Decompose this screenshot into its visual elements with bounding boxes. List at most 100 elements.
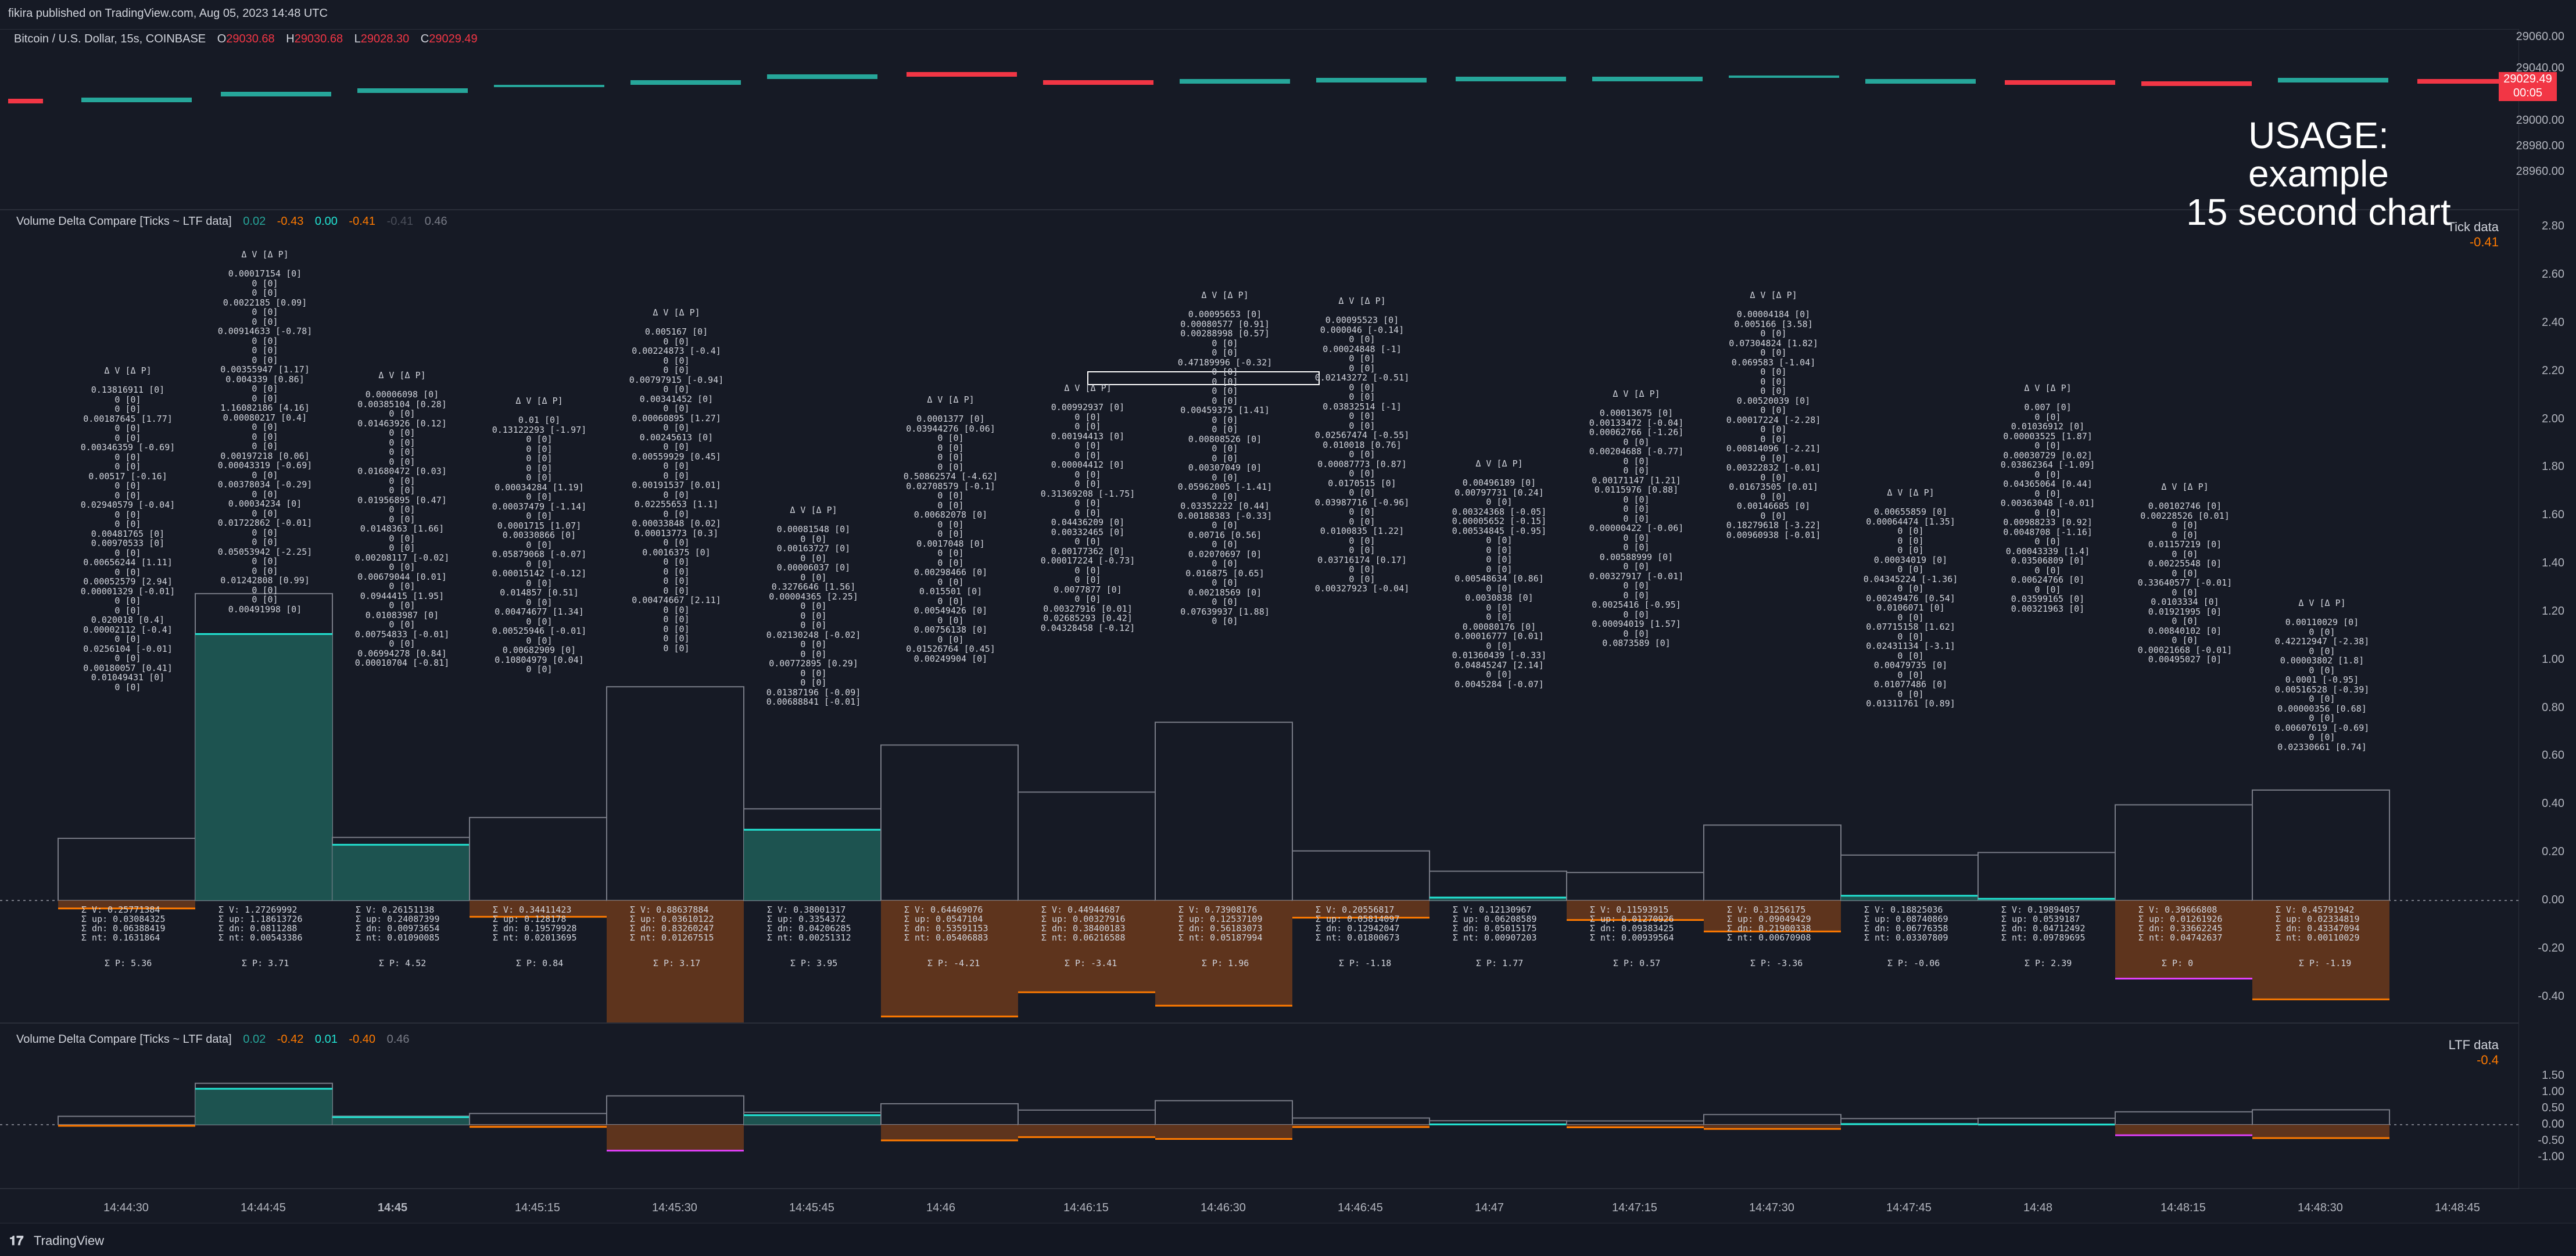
bar-sum-label: Σ V: 0.88637884 Σ up: 0.03610122 Σ dn: 0… <box>630 905 714 943</box>
ltf-delta-bar <box>1018 1125 1155 1137</box>
bar-sum-label: Σ V: 0.25771384 Σ up: 0.03084325 Σ dn: 0… <box>81 905 166 943</box>
highlight-box <box>1087 371 1320 385</box>
volume-outline <box>880 744 1019 901</box>
volume-outline <box>1292 850 1430 901</box>
indicator-legend-tick[interactable]: Volume Delta Compare [Ticks ~ LTF data] … <box>16 215 447 228</box>
indicator-pane-tick[interactable]: Volume Delta Compare [Ticks ~ LTF data] … <box>0 209 2519 1024</box>
bar-sum-label: Σ V: 0.38001317 Σ up: 0.3354372 Σ dn: 0.… <box>767 905 851 943</box>
delta-bar <box>2115 900 2252 979</box>
axis-tick: 1.20 <box>2542 604 2564 618</box>
axis-tick: 1.40 <box>2542 557 2564 570</box>
delta-bar <box>332 845 470 900</box>
bar-sum-label: Σ V: 1.27269992 Σ up: 1.18613726 Σ dn: 0… <box>218 905 303 943</box>
candle <box>907 72 1017 77</box>
price-axis[interactable]: 29060.00 29040.00 29000.00 28980.00 2896… <box>2516 29 2576 209</box>
ltf-volume-delta-plot <box>0 1082 2519 1152</box>
indicator-pane-ltf[interactable]: Volume Delta Compare [Ticks ~ LTF data] … <box>0 1022 2519 1189</box>
symbol-name[interactable]: Bitcoin / U.S. Dollar, 15s, COINBASE <box>14 33 206 45</box>
tradingview-logo-icon: 𝟏𝟕 <box>9 1233 24 1248</box>
axis-tick: 2.40 <box>2542 315 2564 329</box>
time-tick: 14:44:30 <box>103 1201 149 1214</box>
delta-bar <box>2252 900 2389 1000</box>
bar-sum-label: Σ V: 0.44944687 Σ up: 0.00327916 Σ dn: 0… <box>1041 905 1126 943</box>
volume-outline <box>2115 804 2253 901</box>
delta-bar <box>195 634 332 900</box>
time-tick: 14:47:15 <box>1612 1201 1657 1214</box>
tick-info-block: Δ V [Δ P] 0.13816911 [0] 0 [0] 0 [0] 0.0… <box>80 365 175 692</box>
axis-tick: -0.20 <box>2538 941 2564 954</box>
ltf-volume-outline <box>880 1103 1019 1126</box>
bar-price-change: Σ P: -3.41 <box>1065 958 1117 968</box>
candlestick-series <box>8 72 2519 103</box>
tick-info-block: Δ V [Δ P] 0.005167 [0] 0 [0] 0.00224873 … <box>629 307 724 654</box>
axis-tick: 0.00 <box>2542 1118 2564 1131</box>
time-tick: 14:45 <box>378 1201 408 1214</box>
tick-info-block: Δ V [Δ P] 0.00102746 [0] 0.00228526 [0.0… <box>2137 482 2233 665</box>
price-pane[interactable]: Bitcoin / U.S. Dollar, 15s, COINBASE O29… <box>0 29 2519 210</box>
volume-outline <box>1566 871 1704 901</box>
tick-info-block: Δ V [Δ P] 0.007 [0] 0 [0] 0.01036912 [0]… <box>2000 383 2095 614</box>
tick-info-block: Δ V [Δ P] 0.00655859 [0] 0.00064474 [1.3… <box>1863 487 1958 709</box>
candle <box>1865 79 1976 84</box>
ltf-volume-outline <box>58 1115 196 1125</box>
candle <box>2417 79 2519 84</box>
time-axis[interactable]: 14:44:30 14:44:45 14:45 14:45:15 14:45:30 14:… <box>0 1188 2576 1223</box>
bar-sum-label: Σ V: 0.19894057 Σ up: 0.0539187 Σ dn: 0.… <box>2001 905 2086 943</box>
ltf-volume-outline <box>1017 1109 1156 1126</box>
volume-outline <box>2252 789 2390 901</box>
close-value: 29029.49 <box>429 33 478 45</box>
indicator-axis-tick[interactable]: 2.80 2.60 2.40 2.20 2.00 1.80 1.60 1.40 1.20 1.00… <box>2518 209 2576 1022</box>
ltf-delta-bar <box>881 1125 1018 1140</box>
candle <box>2141 81 2252 86</box>
price-tick: 28980.00 <box>2516 139 2564 152</box>
bar-price-change: Σ P: 3.17 <box>653 958 701 968</box>
ltf-delta-bar <box>1704 1125 1841 1129</box>
symbol-legend: Bitcoin / U.S. Dollar, 15s, COINBASE O29… <box>14 33 478 45</box>
time-tick: 14:48 <box>2023 1201 2053 1214</box>
bar-price-change: Σ P: -1.18 <box>1339 958 1392 968</box>
tick-info-block: Δ V [Δ P] 0.00992937 [0] 0 [0] 0 [0] 0.0… <box>1040 383 1135 633</box>
volume-outline <box>469 817 607 902</box>
tick-info-block: Δ V [Δ P] 0.00013675 [0] 0.00133472 [-0.… <box>1589 389 1684 648</box>
candle <box>494 85 604 87</box>
delta-bar <box>1018 900 1155 992</box>
delta-bar <box>607 900 744 1022</box>
bar-price-change: Σ P: 3.71 <box>242 958 289 968</box>
indicator-axis-ltf[interactable]: 1.50 1.00 0.50 0.00 -0.50 -1.00 <box>2518 1022 2576 1188</box>
time-tick: 14:46 <box>926 1201 956 1214</box>
tick-info-block: Δ V [Δ P] 0.00017154 [0] 0 [0] 0 [0] 0.0… <box>217 249 313 615</box>
delta-bar <box>1292 900 1429 918</box>
time-tick: 14:45:30 <box>652 1201 697 1214</box>
ltf-delta-bar <box>744 1115 881 1125</box>
axis-tick: 1.00 <box>2542 652 2564 666</box>
bar-sum-label: Σ V: 0.64469076 Σ up: 0.0547104 Σ dn: 0.… <box>904 905 988 943</box>
tick-info-block: Δ V [Δ P] 0.00081548 [0] 0 [0] 0.0016372… <box>766 505 861 707</box>
tick-info-block: Δ V [Δ P] 0.01 [0] 0.13122293 [-1.97] 0 … <box>492 396 587 674</box>
candle <box>221 92 331 96</box>
delta-bar <box>470 900 607 917</box>
indicator-legend-ltf[interactable]: Volume Delta Compare [Ticks ~ LTF data] … <box>16 1033 410 1046</box>
bar-price-change: Σ P: -0.06 <box>1887 958 1940 968</box>
time-tick: 14:45:45 <box>789 1201 834 1214</box>
delta-bar <box>1155 900 1292 1006</box>
bar-price-change: Σ P: -4.21 <box>927 958 980 968</box>
time-tick: 14:46:30 <box>1201 1201 1246 1214</box>
candle <box>1456 77 1566 81</box>
tick-info-block: Δ V [Δ P] 0.00496189 [0] 0.00797731 [0.2… <box>1452 458 1547 690</box>
candle <box>1180 79 1290 84</box>
ltf-volume-outline <box>606 1095 744 1125</box>
price-tick: 29040.00 <box>2516 62 2564 74</box>
axis-tick: 2.20 <box>2542 364 2564 377</box>
candle <box>2005 80 2115 85</box>
axis-tick: 2.60 <box>2542 268 2564 281</box>
candle <box>357 88 468 93</box>
bar-price-change: Σ P: 2.39 <box>2025 958 2072 968</box>
time-tick: 14:47:45 <box>1886 1201 1932 1214</box>
low-value: 29028.30 <box>360 33 410 45</box>
price-tick: 29000.00 <box>2516 114 2564 127</box>
delta-bar <box>1841 895 1978 900</box>
time-tick: 14:48:30 <box>2298 1201 2343 1214</box>
time-tick: 14:46:15 <box>1063 1201 1109 1214</box>
brand-name: TradingView <box>34 1233 105 1248</box>
axis-tick: 2.00 <box>2542 412 2564 425</box>
